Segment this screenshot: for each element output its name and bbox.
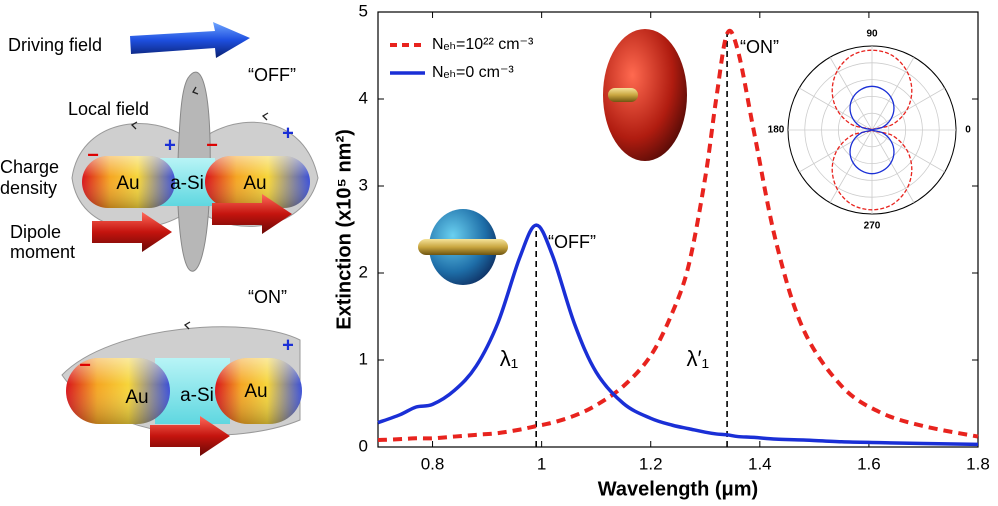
y-tick-label: 4	[359, 88, 368, 107]
rod-label: Au	[125, 387, 148, 408]
x-tick-label: 1.8	[966, 454, 990, 473]
charge-sign: +	[164, 134, 176, 156]
x-tick-label: 0.8	[421, 454, 445, 473]
rod-label: Au	[116, 173, 139, 194]
series-line	[377, 223, 979, 447]
x-tick-label: 1	[537, 454, 546, 473]
au-rod-shade	[82, 156, 175, 208]
x-tick-label: 1.4	[748, 454, 772, 473]
au-rod-shade	[205, 156, 310, 208]
off-label: “OFF”	[248, 65, 296, 85]
annotation: “ON”	[740, 37, 779, 57]
legend-label: Nₑₕ=0 cm⁻³	[432, 64, 514, 81]
driving-arrow	[130, 22, 250, 58]
y-axis-label: Extinction (x10⁵ nm²)	[333, 129, 355, 330]
x-tick-label: 1.6	[857, 454, 881, 473]
charge-sign: −	[206, 134, 218, 156]
rod-label: Au	[243, 173, 266, 194]
peak-label: λ₁	[500, 346, 518, 371]
dipole-arrow	[212, 194, 292, 234]
line-chart: 0 1 2 3 4 5 0.8 1 1.2 1.4 1.6 1.8 Wavelength (μm) Ext…	[333, 1, 990, 500]
y-tick-label: 1	[359, 349, 368, 368]
y-tick-label: 0	[359, 436, 368, 455]
charge-sign: −	[87, 144, 99, 166]
series-line	[377, 28, 979, 443]
charge-label: Charge	[0, 157, 59, 177]
charge-label: density	[0, 178, 57, 198]
rod-label: a-Si	[180, 385, 214, 406]
y-tick-label: 5	[359, 1, 368, 20]
x-tick-label: 1.2	[639, 454, 663, 473]
field-chevron	[192, 86, 199, 95]
polar-curve	[849, 85, 895, 175]
theta-label: 0	[965, 125, 971, 136]
off-rod	[418, 239, 508, 255]
field-chevron	[130, 121, 138, 130]
rod-label: a-Si	[170, 173, 204, 194]
peak-label: λ′₁	[687, 346, 710, 371]
on-rod	[608, 88, 638, 102]
y-tick-label: 3	[359, 175, 368, 194]
y-tick-label: 2	[359, 262, 368, 281]
au-rod-shade	[66, 358, 170, 424]
field-chevron	[261, 112, 269, 121]
local-field-label: Local field	[68, 99, 149, 119]
dipole-arrow	[150, 416, 230, 456]
on-pattern	[603, 29, 687, 161]
au-rod-shade	[215, 358, 302, 424]
dipole-label: Dipole	[10, 222, 61, 242]
x-axis-label: Wavelength (μm)	[598, 478, 758, 500]
theta-label: 270	[864, 221, 881, 232]
axes-box	[377, 11, 979, 448]
theta-label: 180	[768, 125, 785, 136]
charge-sign: +	[282, 334, 294, 356]
field-chevron	[183, 321, 191, 330]
charge-sign: −	[79, 354, 91, 376]
charge-sign: +	[282, 122, 294, 144]
dipole-label: moment	[10, 242, 75, 262]
driving-field-label: Driving field	[8, 35, 102, 55]
legend-label: Nₑₕ=10²² cm⁻³	[432, 36, 534, 53]
dipole-arrow	[92, 212, 172, 252]
rod-label: Au	[244, 381, 267, 402]
on-label: “ON”	[248, 287, 287, 307]
theta-label: 90	[866, 29, 878, 40]
polar-inset: 0 90 180 270	[768, 29, 972, 232]
annotation: “OFF”	[548, 232, 596, 252]
